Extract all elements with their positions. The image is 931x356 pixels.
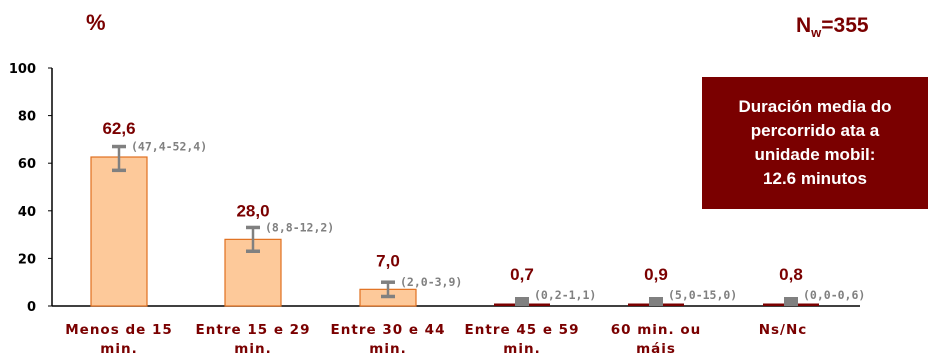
- ci-label: (5,0-15,0): [668, 288, 737, 302]
- category-label: min.: [100, 341, 137, 356]
- category-label: min.: [369, 341, 406, 356]
- value-label: 28,0: [236, 201, 269, 220]
- y-tick-label: 80: [18, 110, 36, 125]
- ci-label: (2,0-3,9): [400, 275, 462, 289]
- sample-size-value: =355: [821, 14, 869, 37]
- info-box: Duración media do percorrido ata a unida…: [702, 77, 928, 209]
- chart-axes: 0 20 40 60 80 100: [9, 62, 860, 315]
- sample-size-label: Nw=355: [796, 14, 869, 40]
- error-bar-marker: [515, 297, 529, 306]
- category-label: 60 min. ou: [611, 322, 702, 338]
- value-label: 7,0: [376, 251, 400, 270]
- ci-label: (0,0-0,6): [803, 288, 865, 302]
- chart-bars: [90, 144, 819, 307]
- y-tick-label: 100: [9, 62, 36, 77]
- ci-label: (0,2-1,1): [534, 288, 596, 302]
- category-label: Entre 15 e 29: [196, 322, 311, 338]
- category-label: Entre 30 e 44: [331, 322, 446, 338]
- error-bar-marker: [649, 297, 663, 306]
- y-tick-label: 0: [27, 300, 36, 315]
- error-bar-marker: [784, 297, 798, 306]
- category-label: min.: [234, 341, 271, 356]
- sample-size-subscript: w: [811, 25, 822, 40]
- category-label: Menos de 15: [65, 322, 173, 338]
- category-label: Ns/Nc: [759, 322, 808, 338]
- value-label: 0,7: [510, 265, 534, 284]
- sample-size-prefix: N: [796, 14, 812, 37]
- value-label: 0,8: [779, 265, 803, 284]
- y-tick-label: 40: [18, 205, 36, 220]
- ci-label: (47,4-52,4): [131, 140, 207, 154]
- bar: [90, 156, 148, 307]
- info-box-text: Duración media do percorrido ata a unida…: [738, 97, 892, 188]
- y-tick-label: 60: [18, 157, 36, 172]
- category-label: Entre 45 e 59: [465, 322, 580, 338]
- category-label: min.: [503, 341, 540, 356]
- y-tick-label: 20: [18, 252, 36, 267]
- category-label: máis: [636, 341, 676, 356]
- value-label: 0,9: [644, 265, 668, 284]
- chart-labels: 62,6 (47,4-52,4) Menos de 15 min. 28,0(8,8-1…: [65, 119, 865, 356]
- y-unit-label: %: [86, 10, 106, 35]
- ci-label: (8,8-12,2): [265, 220, 334, 234]
- value-label: 62,6: [102, 119, 135, 138]
